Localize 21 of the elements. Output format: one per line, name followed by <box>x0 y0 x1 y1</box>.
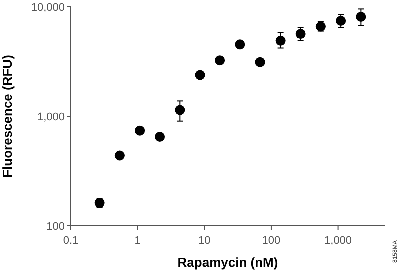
x-tick-label: 1,000 <box>324 235 352 247</box>
point <box>155 132 166 142</box>
point <box>215 56 226 66</box>
point <box>255 57 266 68</box>
point <box>114 150 125 161</box>
x-axis-title: Rapamycin (nM) <box>178 255 278 270</box>
point <box>135 126 146 136</box>
point <box>276 36 286 46</box>
x-tick-label: 100 <box>262 235 281 247</box>
y-tick-label: 10,000 <box>31 2 65 14</box>
x-tick-label: 0.1 <box>63 235 79 247</box>
point <box>175 105 186 116</box>
y-tick-label: 1,000 <box>37 112 65 124</box>
x-tick-label: 1 <box>134 235 141 247</box>
point <box>235 40 246 50</box>
x-tick-label: 10 <box>198 235 211 247</box>
y-tick-label: 100 <box>46 221 65 233</box>
point <box>356 12 366 22</box>
point <box>195 70 206 80</box>
point <box>336 16 346 26</box>
y-axis-title: Fluorescence (RFU) <box>0 55 15 178</box>
